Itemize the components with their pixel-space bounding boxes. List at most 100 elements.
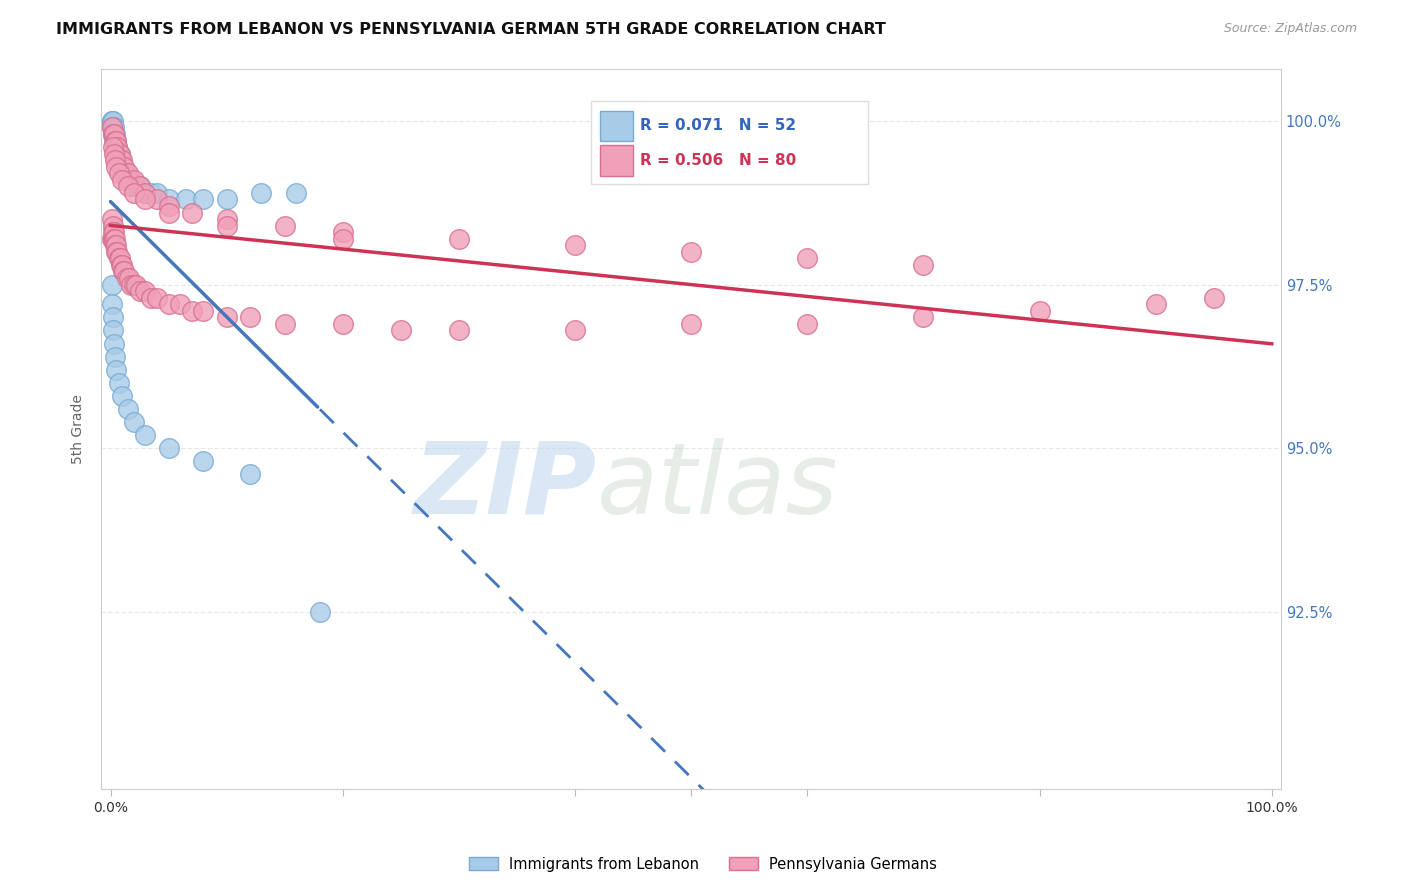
Point [101,127,124,141]
Point [141,186,163,200]
Point [157,205,180,219]
Point [120,173,142,187]
Point [100,297,122,311]
Point [115,271,138,285]
Point [273,219,295,233]
Point [1202,291,1225,305]
Point [111,153,134,168]
Point [101,219,124,233]
Point [122,277,145,292]
Point [118,173,141,187]
Point [122,415,145,429]
Point [105,140,128,154]
Point [105,134,128,148]
Bar [600,111,633,141]
Point [285,186,308,200]
Point [101,120,124,135]
Y-axis label: 5th Grade: 5th Grade [72,393,86,464]
Point [107,376,129,390]
Point [681,244,703,259]
Point [114,166,136,180]
Point [332,225,354,239]
Point [108,146,131,161]
Point [215,212,238,227]
Point [118,271,141,285]
Point [134,193,156,207]
Point [134,186,156,200]
Point [114,264,136,278]
Point [111,389,134,403]
Point [110,258,132,272]
Point [103,127,125,141]
Point [157,297,180,311]
Point [103,120,125,135]
Point [157,442,180,456]
Point [112,264,135,278]
Point [180,205,202,219]
Point [1144,297,1167,311]
Point [101,232,124,246]
Point [174,193,197,207]
Point [104,134,127,148]
Point [912,258,935,272]
Point [564,323,586,337]
Point [103,232,125,246]
Point [115,166,138,180]
Text: ZIP: ZIP [413,438,596,535]
Point [146,186,169,200]
Point [110,153,132,168]
Point [796,317,818,331]
Point [103,336,125,351]
Point [215,310,238,325]
Point [108,252,131,266]
Point [447,232,470,246]
Point [107,252,129,266]
Point [100,114,122,128]
Point [180,303,202,318]
Point [100,212,122,227]
Point [117,402,139,417]
FancyBboxPatch shape [591,101,868,184]
Text: IMMIGRANTS FROM LEBANON VS PENNSYLVANIA GERMAN 5TH GRADE CORRELATION CHART: IMMIGRANTS FROM LEBANON VS PENNSYLVANIA … [56,22,886,37]
Point [141,291,163,305]
Point [389,323,412,337]
Point [101,140,124,154]
Point [122,186,145,200]
Point [104,232,127,246]
Point [111,173,134,187]
Point [215,219,238,233]
Point [117,166,139,180]
Text: R = 0.506   N = 80: R = 0.506 N = 80 [640,153,797,168]
Point [101,127,124,141]
Point [105,160,128,174]
Text: Source: ZipAtlas.com: Source: ZipAtlas.com [1223,22,1357,36]
Point [111,258,134,272]
Point [104,238,127,252]
Point [239,467,262,482]
Point [100,120,122,135]
Point [796,252,818,266]
Point [101,114,124,128]
Point [117,179,139,194]
Point [193,193,215,207]
Point [215,193,238,207]
Point [103,134,125,148]
Point [100,114,122,128]
Text: atlas: atlas [596,438,838,535]
Point [120,277,142,292]
Legend: Immigrants from Lebanon, Pennsylvania Germans: Immigrants from Lebanon, Pennsylvania Ge… [463,851,943,878]
Bar [600,145,633,176]
Point [100,232,122,246]
Point [111,160,134,174]
Point [681,317,703,331]
Point [273,317,295,331]
Point [157,193,180,207]
Point [105,362,128,376]
Point [122,173,145,187]
Point [239,310,262,325]
Point [105,238,128,252]
Point [134,428,156,442]
Point [104,134,127,148]
Point [101,120,124,135]
Point [104,350,127,364]
